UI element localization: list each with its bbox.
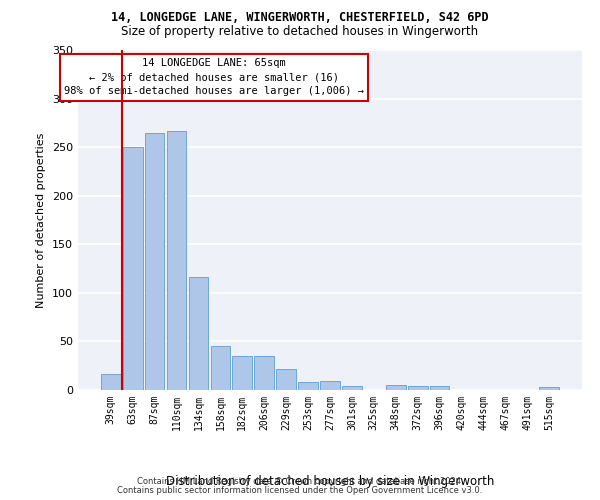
Text: 14, LONGEDGE LANE, WINGERWORTH, CHESTERFIELD, S42 6PD: 14, LONGEDGE LANE, WINGERWORTH, CHESTERF…: [111, 11, 489, 24]
Bar: [254, 356, 274, 390]
Bar: [167, 130, 187, 390]
Bar: [298, 382, 318, 390]
Bar: [342, 386, 362, 390]
Bar: [408, 386, 428, 390]
Text: Size of property relative to detached houses in Wingerworth: Size of property relative to detached ho…: [121, 25, 479, 38]
Text: Contains HM Land Registry data © Crown copyright and database right 2024.: Contains HM Land Registry data © Crown c…: [137, 477, 463, 486]
Text: Contains public sector information licensed under the Open Government Licence v3: Contains public sector information licen…: [118, 486, 482, 495]
Bar: [276, 368, 296, 390]
Bar: [188, 278, 208, 390]
Bar: [145, 132, 164, 390]
Bar: [123, 147, 143, 390]
Y-axis label: Number of detached properties: Number of detached properties: [37, 132, 46, 308]
Text: 14 LONGEDGE LANE: 65sqm
← 2% of detached houses are smaller (16)
98% of semi-det: 14 LONGEDGE LANE: 65sqm ← 2% of detached…: [64, 58, 364, 96]
Bar: [539, 387, 559, 390]
X-axis label: Distribution of detached houses by size in Wingerworth: Distribution of detached houses by size …: [166, 474, 494, 488]
Bar: [386, 385, 406, 390]
Bar: [101, 374, 121, 390]
Bar: [211, 346, 230, 390]
Bar: [232, 356, 252, 390]
Bar: [430, 386, 449, 390]
Bar: [320, 382, 340, 390]
